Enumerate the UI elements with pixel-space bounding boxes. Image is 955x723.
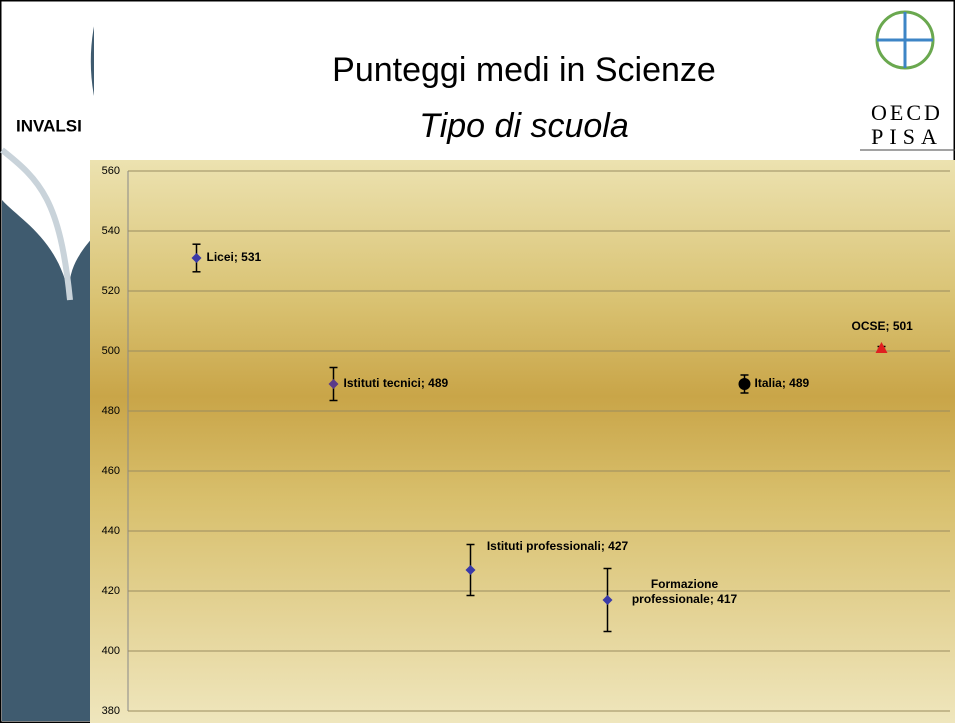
data-label: Licei; 531 — [206, 250, 262, 264]
y-tick-label: 540 — [102, 225, 120, 237]
y-tick-label: 520 — [102, 285, 120, 297]
y-tick-label: 400 — [102, 645, 120, 657]
marker — [875, 342, 888, 353]
marker — [602, 595, 613, 605]
data-label: Istituti tecnici; 489 — [343, 376, 449, 390]
y-tick-label: 560 — [102, 165, 120, 177]
data-label: Istituti professionali; 427 — [486, 539, 629, 553]
oecd-logo: OECD PISA — [860, 10, 955, 151]
plot-background — [90, 160, 955, 723]
y-tick-label: 420 — [102, 585, 120, 597]
y-tick-label: 440 — [102, 525, 120, 537]
logo-pisa: PISA — [871, 124, 943, 149]
data-label: Italia; 489 — [754, 376, 810, 390]
y-tick-label: 460 — [102, 465, 120, 477]
y-tick-label: 380 — [102, 705, 120, 717]
y-tick-label: 480 — [102, 405, 120, 417]
chart-title: Punteggi medi in Scienze — [332, 51, 716, 89]
logo-oecd: OECD — [871, 100, 943, 125]
swoosh — [2, 2, 120, 300]
y-tick-label: 500 — [102, 345, 120, 357]
swoosh-shadow — [0, 147, 73, 301]
marker — [328, 379, 339, 389]
chart-subtitle: Tipo di scuola — [419, 107, 628, 145]
brand-label: INVALSI — [16, 116, 82, 135]
logo-cross — [877, 12, 933, 68]
data-label: OCSE; 501 — [851, 319, 913, 333]
data-label: Formazione professionale; 417 — [631, 577, 738, 606]
marker — [191, 253, 202, 263]
marker — [738, 378, 751, 390]
marker — [465, 565, 476, 575]
